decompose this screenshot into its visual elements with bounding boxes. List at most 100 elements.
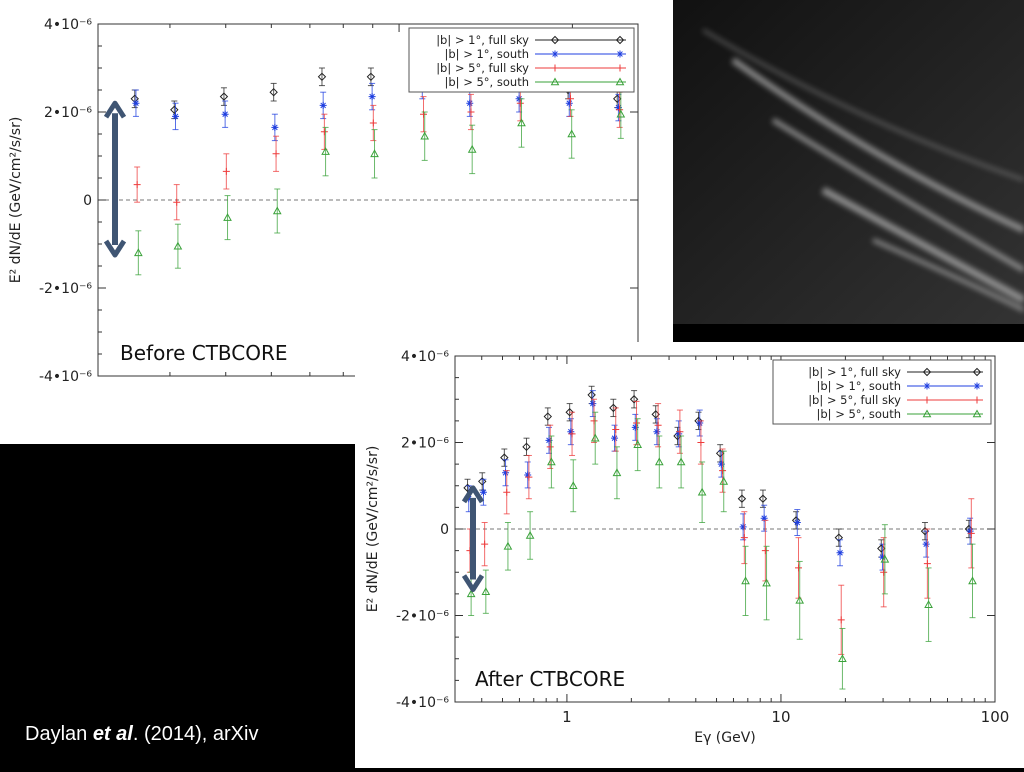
data-point-plus <box>320 128 328 136</box>
y-tick-label: 2•10⁻⁶ <box>401 436 449 452</box>
data-point-asterisk <box>922 540 930 548</box>
chart-after-ctbcore: 4•10⁻⁶ 2•10⁻⁶ 0 -2•10⁻⁶ -4•10⁻⁶ 1 10 100 E² dN/d… <box>355 342 1024 768</box>
data-point-asterisk <box>368 93 376 101</box>
legend-label: |b| > 1°, full sky <box>808 365 901 379</box>
data-point-triangle <box>612 468 622 477</box>
data-point-triangle <box>550 77 560 86</box>
chart-before-ctbcore: 4•10⁻⁶2•10⁻⁶0-2•10⁻⁶-4•10⁻⁶1E² dN/dE (Ge… <box>0 0 673 444</box>
y-tick-label: -2•10⁻⁶ <box>396 609 449 625</box>
data-point-triangle <box>567 129 577 138</box>
y-tick-label: 4•10⁻⁶ <box>401 349 449 365</box>
legend-label: |b| > 1°, south <box>445 47 530 61</box>
data-point-asterisk <box>479 488 487 496</box>
data-point-diamond <box>366 72 376 82</box>
data-point-plus <box>467 108 475 116</box>
y-tick-label: 2•10⁻⁶ <box>44 105 92 121</box>
data-point-asterisk <box>760 514 768 522</box>
data-point-plus <box>525 473 533 481</box>
data-point-asterisk <box>466 99 474 107</box>
data-point-diamond <box>565 408 574 417</box>
data-point-triangle <box>321 147 330 155</box>
data-point-asterisk <box>589 400 597 408</box>
citation-etal: et al <box>92 723 133 745</box>
data-point-asterisk <box>836 549 844 557</box>
series-3 <box>133 89 626 276</box>
data-point-asterisk <box>545 436 553 444</box>
data-point-triangle <box>133 248 143 257</box>
data-point-triangle <box>420 131 430 140</box>
data-point-asterisk <box>551 50 559 58</box>
data-point-triangle <box>972 409 982 418</box>
data-point-asterisk <box>172 112 180 120</box>
data-point-triangle <box>466 589 476 598</box>
data-point-diamond <box>500 453 509 462</box>
data-point-triangle <box>654 457 664 466</box>
data-point-triangle <box>370 149 379 158</box>
data-point-plus <box>654 421 662 429</box>
data-point-asterisk <box>653 428 661 436</box>
chart-after-svg: 4•10⁻⁶ 2•10⁻⁶ 0 -2•10⁻⁶ -4•10⁻⁶ 1 10 100 E² dN/d… <box>365 349 1010 746</box>
data-point-asterisk <box>793 519 801 527</box>
data-point-triangle <box>223 213 232 221</box>
data-point-triangle <box>503 541 513 550</box>
double-arrow <box>461 485 485 593</box>
data-point-triangle <box>795 595 805 604</box>
annotation-label: Before CTBCORE <box>120 341 288 365</box>
data-point-plus <box>481 540 489 548</box>
data-point-asterisk <box>717 460 725 468</box>
double-arrow <box>103 100 127 258</box>
data-point-diamond <box>522 442 531 452</box>
data-point-plus <box>616 64 624 72</box>
data-point-triangle <box>880 554 890 563</box>
data-point-asterisk <box>567 428 575 436</box>
series-2 <box>133 80 624 221</box>
data-point-asterisk <box>878 553 886 561</box>
arrow-head-down <box>103 239 127 258</box>
y-tick-label: -4•10⁻⁶ <box>396 695 449 711</box>
data-point-asterisk <box>973 382 981 390</box>
arrow-head-down <box>461 574 485 593</box>
data-point-triangle <box>762 578 771 587</box>
y-tick-label: 4•10⁻⁶ <box>44 17 92 33</box>
data-point-plus <box>880 568 888 576</box>
legend-box <box>408 27 635 93</box>
data-point-triangle <box>272 206 282 215</box>
x-tick-label: 100 <box>981 708 1010 726</box>
y-axis-label: E² dN/dE (GeV/cm²/s/sr) <box>8 117 24 284</box>
data-point-triangle <box>719 476 729 485</box>
legend-label: |b| > 1°, south <box>817 379 902 393</box>
data-point-triangle <box>481 587 491 596</box>
series-1 <box>465 390 974 571</box>
y-tick-label: 0 <box>440 522 449 538</box>
data-point-triangle <box>741 576 750 585</box>
data-point-plus <box>568 430 576 438</box>
data-point-plus <box>923 560 931 568</box>
data-point-triangle <box>173 241 183 250</box>
data-point-triangle <box>676 457 686 466</box>
x-axis-label: Eγ (GeV) <box>694 730 756 746</box>
data-point-diamond <box>629 395 639 404</box>
y-tick-label: 0 <box>83 193 92 209</box>
data-point-diamond <box>170 105 179 115</box>
data-point-plus <box>173 198 181 206</box>
data-point-triangle <box>525 530 535 539</box>
data-point-triangle <box>968 576 977 585</box>
data-point-diamond <box>543 412 553 421</box>
data-point-asterisk <box>319 101 327 109</box>
citation-caption: Daylan et al. (2014), arXiv <box>25 723 258 746</box>
data-point-asterisk <box>611 434 619 442</box>
data-point-asterisk <box>614 104 622 112</box>
legend-label: |b| > 1°, full sky <box>436 33 529 47</box>
data-point-triangle <box>922 409 932 418</box>
data-point-asterisk <box>631 423 639 431</box>
data-point-triangle <box>838 654 847 663</box>
legend: |b| > 1°, full sky|b| > 1°, south|b| > 5… <box>772 359 992 425</box>
data-point-diamond <box>550 35 560 45</box>
data-point-diamond <box>219 92 229 101</box>
data-point-plus <box>740 534 748 542</box>
data-point-plus <box>546 443 554 451</box>
data-point-plus <box>837 616 845 624</box>
data-point-diamond <box>834 533 844 542</box>
data-point-asterisk <box>966 527 974 535</box>
x-tick-label: 1 <box>562 708 572 726</box>
